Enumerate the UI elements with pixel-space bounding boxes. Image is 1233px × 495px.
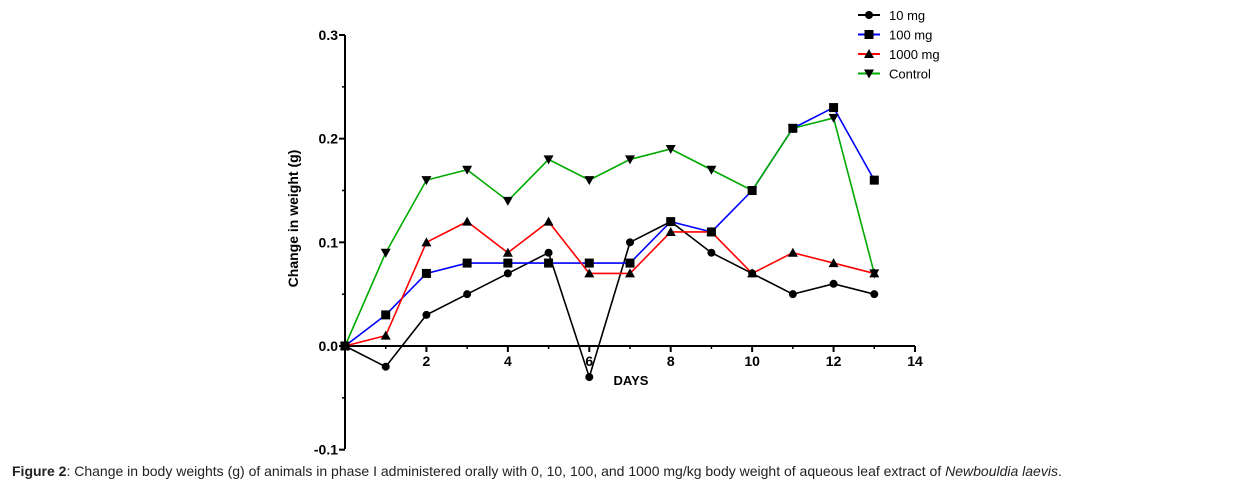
data-point-control <box>340 342 350 351</box>
y-axis-title: Change in weight (g) <box>285 150 301 288</box>
data-point-10-mg <box>544 248 553 257</box>
x-tick-label: 8 <box>667 353 675 369</box>
data-point-10-mg <box>585 373 594 382</box>
data-point-1000-mg <box>584 268 595 278</box>
data-point-control <box>665 145 676 155</box>
legend-marker-10-mg <box>865 11 873 19</box>
data-point-10-mg <box>870 290 879 299</box>
legend-label-10-mg: 10 mg <box>889 8 925 23</box>
chart-axes: -0.1 0.0 0.1 0.2 0.3 2 4 6 8 10 12 14 DAYS Change in … <box>285 27 923 458</box>
data-point-10-mg <box>788 290 797 299</box>
y-tick-label: 0.2 <box>319 131 339 147</box>
data-point-control <box>625 155 635 165</box>
x-axis-title: DAYS <box>614 373 649 388</box>
data-point-control <box>828 113 839 123</box>
data-point-control <box>706 165 717 175</box>
data-point-10-mg <box>422 310 431 319</box>
data-point-10-mg <box>626 238 634 247</box>
data-point-10-mg <box>829 279 838 288</box>
series-line-10-mg <box>344 220 875 380</box>
chart-legend: 10 mg 100 mg 1000 mg Control <box>858 8 940 82</box>
data-point-control <box>543 155 554 165</box>
legend-label-control: Control <box>889 67 931 82</box>
series-lines <box>344 106 876 380</box>
y-tick-label: 0.0 <box>319 338 339 354</box>
data-point-100-mg <box>544 258 554 268</box>
data-point-100-mg <box>381 310 391 320</box>
data-point-100-mg <box>625 258 635 268</box>
legend-marker-100-mg <box>864 30 874 39</box>
series-markers <box>340 103 880 382</box>
data-point-10-mg <box>463 290 472 299</box>
y-tick-label: 0.3 <box>319 27 339 43</box>
caption-species: Newbouldia laevis <box>945 463 1058 479</box>
legend-label-1000-mg: 1000 mg <box>889 47 940 62</box>
data-point-1000-mg <box>706 226 717 236</box>
caption-text: : Change in body weights (g) of animals … <box>66 463 946 479</box>
figure-caption: Figure 2: Change in body weights (g) of … <box>12 463 1227 479</box>
data-point-control <box>584 176 595 186</box>
data-point-10-mg <box>503 269 512 278</box>
legend-marker-1000-mg <box>864 49 874 58</box>
data-point-10-mg <box>707 248 716 257</box>
x-tick-label: 14 <box>907 353 923 369</box>
data-point-control <box>502 196 513 206</box>
data-point-control <box>787 124 798 134</box>
x-tick-label: 10 <box>744 353 760 369</box>
data-point-1000-mg <box>747 268 758 278</box>
data-point-control <box>462 165 473 175</box>
legend-marker-control <box>864 69 874 79</box>
data-point-control <box>747 186 758 196</box>
x-tick-label: 6 <box>585 353 593 369</box>
series-line-1000-mg <box>344 220 875 347</box>
data-point-control <box>869 269 880 279</box>
data-point-100-mg <box>666 217 676 227</box>
data-point-1000-mg <box>502 247 513 257</box>
data-point-control <box>380 248 391 258</box>
y-tick-label: -0.1 <box>314 442 338 458</box>
data-point-1000-mg <box>828 258 839 268</box>
data-point-100-mg <box>584 258 594 268</box>
legend-label-100-mg: 100 mg <box>889 28 932 43</box>
data-point-100-mg <box>462 258 472 268</box>
data-point-1000-mg <box>787 247 798 257</box>
data-point-10-mg <box>381 362 390 371</box>
data-point-100-mg <box>829 103 839 113</box>
data-point-100-mg <box>503 258 513 268</box>
caption-end: . <box>1057 463 1062 479</box>
caption-label: Figure 2 <box>12 463 67 479</box>
x-tick-label: 12 <box>826 353 842 369</box>
data-point-100-mg <box>421 268 431 278</box>
data-point-1000-mg <box>421 237 432 247</box>
data-point-1000-mg <box>543 216 554 226</box>
line-chart: -0.1 0.0 0.1 0.2 0.3 2 4 6 8 10 12 14 DAYS Change in … <box>285 8 940 458</box>
x-tick-label: 2 <box>423 353 431 369</box>
data-point-1000-mg <box>625 268 635 278</box>
data-point-1000-mg <box>380 330 391 340</box>
series-line-control <box>344 116 876 347</box>
y-tick-label: 0.1 <box>319 234 339 250</box>
x-tick-label: 4 <box>504 353 512 369</box>
data-point-100-mg <box>869 175 879 185</box>
data-point-control <box>421 176 432 186</box>
data-point-1000-mg <box>462 216 473 226</box>
data-point-1000-mg <box>665 226 676 236</box>
